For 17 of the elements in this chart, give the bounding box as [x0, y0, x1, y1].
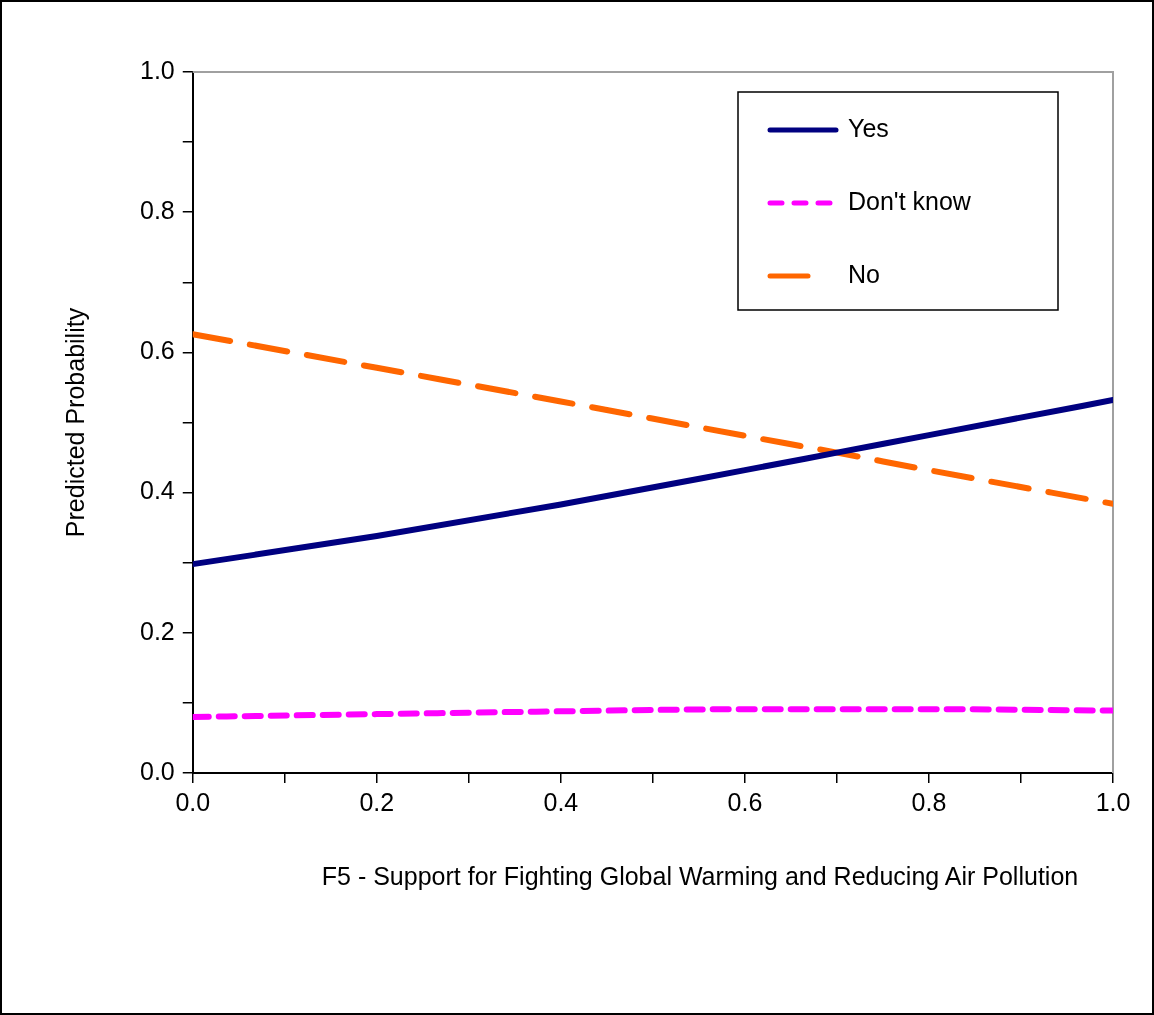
x-tick-label: 0.8 — [911, 787, 947, 816]
legend-label: Don't know — [848, 186, 972, 215]
x-tick-label: 0.2 — [359, 787, 395, 816]
x-tick-label: 0.0 — [175, 787, 211, 816]
y-tick-label: 0.8 — [139, 196, 175, 225]
x-tick-label: 1.0 — [1095, 787, 1131, 816]
legend-label: Yes — [848, 113, 889, 142]
y-tick-label: 0.0 — [139, 756, 175, 785]
x-tick-label: 0.4 — [543, 787, 579, 816]
y-tick-label: 0.2 — [139, 616, 175, 645]
legend-label: No — [848, 259, 880, 288]
y-tick-label: 1.0 — [139, 55, 175, 84]
y-axis-title: Predicted Probability — [60, 307, 89, 538]
x-tick-label: 0.6 — [727, 787, 763, 816]
y-tick-label: 0.6 — [139, 336, 175, 365]
x-axis-title: F5 - Support for Fighting Global Warming and Reducing Air Pollution — [320, 861, 1080, 892]
y-tick-label: 0.4 — [139, 476, 175, 505]
